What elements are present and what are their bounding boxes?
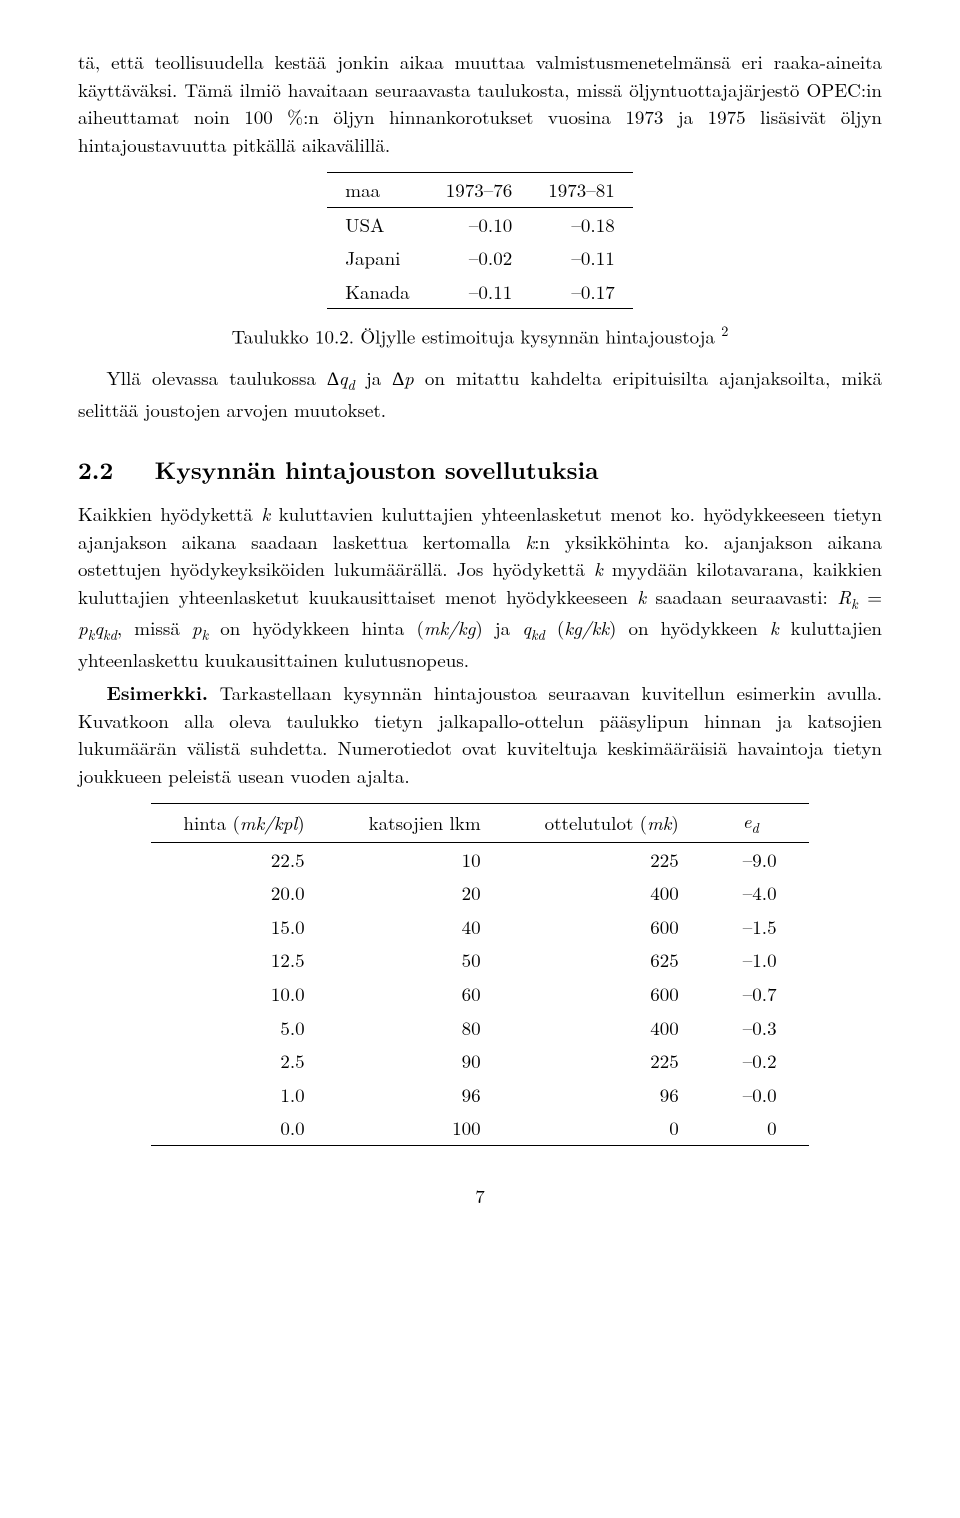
- p3e: saadaan seuraavasti:: [646, 583, 837, 610]
- page-number: 7: [78, 1182, 882, 1210]
- p3a: Kaikkien hyödykettä: [78, 500, 261, 527]
- t2r0c3: –9.0: [711, 842, 809, 876]
- t2r2c0: 15.0: [151, 910, 336, 944]
- t2r5c1: 80: [337, 1011, 513, 1045]
- t2r7c2: 96: [513, 1078, 711, 1112]
- t2r3c2: 625: [513, 943, 711, 977]
- t1-r2-c1: –0.11: [428, 275, 531, 309]
- t2r1c1: 20: [337, 876, 513, 910]
- t2r3c3: –1.0: [711, 943, 809, 977]
- t1-h-7381: 1973–81: [530, 173, 633, 208]
- t2r2c2: 600: [513, 910, 711, 944]
- t2r5c2: 400: [513, 1011, 711, 1045]
- t2h1u: mk/kpl: [240, 809, 297, 836]
- t2r1c0: 20.0: [151, 876, 336, 910]
- t2r0c1: 10: [337, 842, 513, 876]
- t2h1b: ): [297, 809, 304, 836]
- section-heading: 2.2 Kysynnän hintajouston sovellutuksia: [78, 453, 882, 488]
- t2h3u: mk: [647, 809, 671, 836]
- t2r8c2: 0: [513, 1111, 711, 1145]
- t1-r1-c2: –0.11: [530, 241, 633, 275]
- t2r8c3: 0: [711, 1111, 809, 1145]
- unit2: kg/kk: [564, 614, 609, 641]
- t2r4c3: –0.7: [711, 977, 809, 1011]
- t2-h4: ed: [711, 804, 809, 842]
- t2r4c0: 10.0: [151, 977, 336, 1011]
- paragraph-3: Kaikkien hyödykettä k kuluttavien kulutt…: [78, 500, 882, 673]
- sec-num: 2.2: [78, 453, 113, 487]
- p3j: ) on hyödykkeen: [609, 614, 770, 641]
- t2-h2: katsojien lkm: [337, 804, 513, 842]
- t2r6c2: 225: [513, 1044, 711, 1078]
- t2r0c2: 225: [513, 842, 711, 876]
- t2r4c2: 600: [513, 977, 711, 1011]
- table1-caption: Taulukko 10.2. Öljylle estimoituja kysyn…: [78, 321, 882, 350]
- p3g: on hyödykkeen hinta (: [208, 614, 424, 641]
- paragraph-4: Esimerkki. Tarkastellaan kysynnän hintaj…: [78, 679, 882, 789]
- t1-r1-c0: Japani: [327, 241, 427, 275]
- paragraph-2: Yllä olevassa taulukossa ∆qd ja ∆p on mi…: [78, 364, 882, 423]
- t2r7c0: 1.0: [151, 1078, 336, 1112]
- t2r3c0: 12.5: [151, 943, 336, 977]
- paragraph-1: tä, että teollisuudella kestää jonkin ai…: [78, 48, 882, 158]
- t2r1c3: –4.0: [711, 876, 809, 910]
- t1-h-country: maa: [327, 173, 427, 208]
- t1-h-7376: 1973–76: [428, 173, 531, 208]
- t2h3a: ottelutulot (: [545, 809, 647, 836]
- t1-r2-c0: Kanada: [327, 275, 427, 309]
- t2r2c3: –1.5: [711, 910, 809, 944]
- t2r5c0: 5.0: [151, 1011, 336, 1045]
- t2r6c1: 90: [337, 1044, 513, 1078]
- t2h1a: hinta (: [183, 809, 240, 836]
- t1-r0-c2: –0.18: [530, 207, 633, 241]
- t2r0c0: 22.5: [151, 842, 336, 876]
- sec-title: Kysynnän hintajouston sovellutuksia: [155, 453, 599, 487]
- t2r8c1: 100: [337, 1111, 513, 1145]
- t2-h3: ottelutulot (mk): [513, 804, 711, 842]
- p2-a: Yllä olevassa taulukossa: [107, 364, 328, 391]
- unit1: mk/kg: [424, 614, 475, 641]
- t1-r1-c1: –0.02: [428, 241, 531, 275]
- t2r4c1: 60: [337, 977, 513, 1011]
- p3f: , missä: [117, 614, 192, 641]
- t2r6c3: –0.2: [711, 1044, 809, 1078]
- t2h3b: ): [671, 809, 678, 836]
- p3h: ) ja: [475, 614, 522, 641]
- p2-b: ja: [355, 364, 393, 391]
- t1-r0-c0: USA: [327, 207, 427, 241]
- example-label: Esimerkki.: [107, 678, 208, 706]
- t2r7c1: 96: [337, 1078, 513, 1112]
- t2r3c1: 50: [337, 943, 513, 977]
- t1-r0-c1: –0.10: [428, 207, 531, 241]
- t2r5c3: –0.3: [711, 1011, 809, 1045]
- t2r2c1: 40: [337, 910, 513, 944]
- t1-r2-c2: –0.17: [530, 275, 633, 309]
- p3i: (: [545, 614, 564, 641]
- t2r6c0: 2.5: [151, 1044, 336, 1078]
- t2-h1: hinta (mk/kpl): [151, 804, 336, 842]
- table-oil-elasticity: maa 1973–76 1973–81 USA –0.10 –0.18 Japa…: [327, 172, 632, 309]
- t2r8c0: 0.0: [151, 1111, 336, 1145]
- caption1-text: Taulukko 10.2. Öljylle estimoituja kysyn…: [232, 323, 722, 350]
- t2r1c2: 400: [513, 876, 711, 910]
- footnote-marker: 2: [721, 321, 728, 341]
- table-football: hinta (mk/kpl) katsojien lkm ottelutulot…: [151, 803, 808, 1145]
- t2r7c3: –0.0: [711, 1078, 809, 1112]
